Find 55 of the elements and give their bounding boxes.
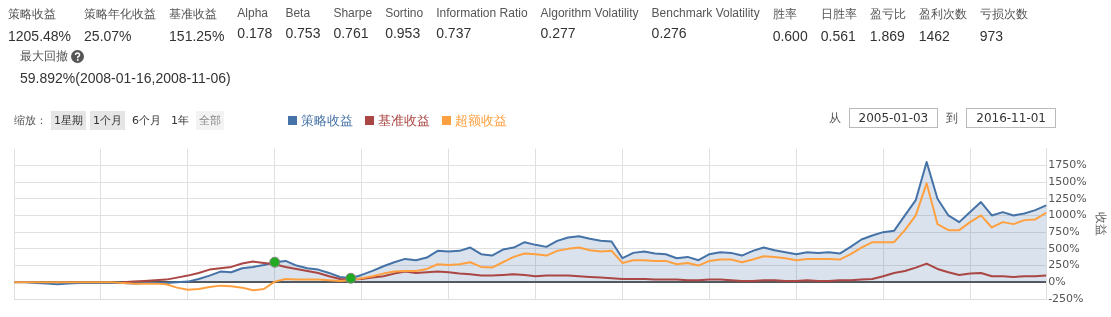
text: Information Ratio [436, 6, 528, 20]
text: 盈亏比 [869, 6, 906, 23]
text: 0.276 [651, 25, 688, 41]
legend-label: 超额收益 [454, 112, 507, 130]
y-tick-label: 1750% [1048, 158, 1087, 172]
text: 973 [979, 28, 1005, 44]
text: Algorithm Volatility [540, 6, 639, 20]
text: Benchmark Volatility [651, 6, 760, 20]
text: 亏损次数 [979, 6, 1028, 23]
text: 0.953 [385, 25, 422, 41]
text: 1年 [170, 113, 190, 129]
text: 缩放： [14, 113, 47, 128]
y-tick-label: 500% [1048, 241, 1080, 255]
text: 6个月 [131, 113, 162, 129]
y-tick-label: 1500% [1048, 174, 1087, 188]
y-tick-label: 1000% [1048, 208, 1087, 222]
text: Beta [285, 6, 311, 20]
text: 0.761 [333, 25, 370, 41]
y-tick-label: -250% [1048, 291, 1084, 305]
y-tick-label: 750% [1048, 225, 1080, 239]
y-tick-label: 0% [1048, 275, 1066, 289]
text: 1205.48% [8, 28, 72, 44]
text: 151.25% [169, 28, 225, 44]
y-axis-title: 收益 [1093, 211, 1108, 236]
text: 0.561 [820, 28, 857, 44]
text: 从 [828, 109, 841, 127]
text: 59.892%(2008-01-16,2008-11-06) [20, 70, 231, 86]
text: 1个月 [90, 111, 125, 130]
text: 策略收益 [8, 6, 56, 23]
text: 0.600 [772, 28, 808, 44]
text: 基准收益 [169, 6, 218, 23]
text: 2016-11-01 [966, 108, 1056, 128]
text: 盈利次数 [918, 6, 967, 23]
text: 最大回撤 [20, 48, 68, 65]
text: 全部 [196, 111, 224, 130]
legend-label: 基准收益 [377, 112, 430, 130]
text: 2005-01-03 [848, 108, 939, 128]
text: 0.753 [285, 25, 321, 41]
text: Sortino [385, 6, 424, 20]
legend-label: 策略收益 [300, 112, 353, 130]
text: 1.869 [869, 28, 906, 44]
text: 到 [946, 109, 959, 127]
text: 25.07% [84, 28, 133, 44]
y-tick-label: 250% [1048, 258, 1080, 272]
text: 1462 [918, 28, 951, 44]
text: 策略年化收益 [84, 6, 157, 23]
text: 0.277 [540, 25, 577, 41]
text: 日胜率 [820, 6, 857, 23]
text: Sharpe [333, 6, 373, 20]
text: 胜率 [772, 6, 797, 23]
text: 1星期 [51, 111, 86, 130]
text: 0.178 [237, 25, 273, 41]
y-tick-label: 1250% [1048, 191, 1087, 205]
text: Alpha [237, 6, 269, 20]
text: 0.737 [436, 25, 473, 41]
